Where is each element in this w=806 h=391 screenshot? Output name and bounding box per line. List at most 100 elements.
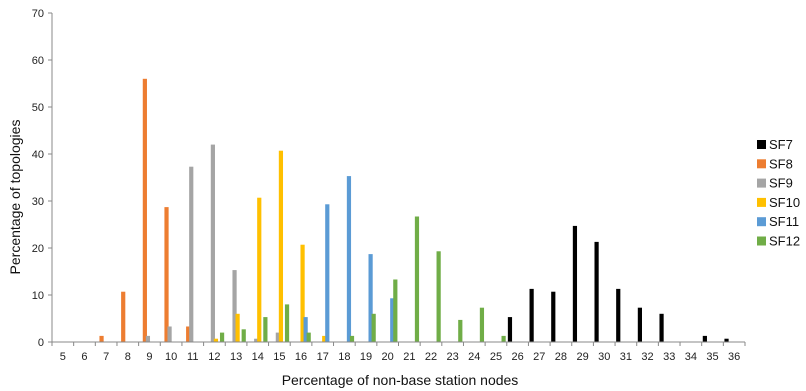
bar-sf8-8: [121, 291, 126, 342]
y-tick-label: 10: [32, 290, 44, 302]
bar-sf12-13: [241, 329, 246, 342]
bar-sf12-20: [393, 279, 398, 342]
bar-sf12-15: [284, 304, 290, 342]
bar-sf12-14: [263, 317, 268, 342]
legend-label-sf11: SF11: [769, 214, 799, 229]
x-tick-label: 18: [338, 351, 350, 363]
legend-label-sf9: SF9: [769, 176, 793, 191]
bar-sf9-10: [167, 326, 172, 342]
bar-sf11-19: [368, 254, 373, 342]
legend-swatch-sf12: [757, 236, 766, 246]
bar-sf8-11: [186, 326, 191, 342]
legend-label-sf12: SF12: [769, 234, 800, 249]
x-tick-label: 30: [598, 351, 610, 363]
bar-sf10-15: [278, 150, 284, 342]
bar-sf9-12: [210, 144, 215, 342]
x-tick-label: 32: [641, 351, 653, 363]
bar-sf10-17: [322, 335, 327, 342]
bar-sf8-10: [164, 207, 169, 342]
y-tick-label: 0: [38, 337, 44, 349]
legend: SF7 SF8 SF9 SF10 SF11 SF12: [757, 137, 800, 249]
legend-swatch-sf9: [757, 178, 766, 188]
x-tick-label: 6: [81, 351, 87, 363]
bar-sf12-12: [219, 332, 225, 342]
x-tick-label: 22: [425, 351, 437, 363]
bar-sf11-20: [390, 298, 395, 342]
x-tick-label: 26: [511, 351, 523, 363]
bar-sf9-13: [232, 270, 237, 342]
bar-sf9-14: [254, 338, 259, 342]
bar-sf9-15: [275, 332, 280, 342]
bar-sf12-22: [436, 251, 441, 342]
y-tick-label: 50: [32, 102, 44, 114]
y-axis-title: Percentage of topologies: [7, 120, 23, 275]
x-tick-label: 19: [360, 351, 372, 363]
x-tick-label: 36: [728, 351, 740, 363]
x-tick-label: 35: [706, 351, 718, 363]
x-tick-label: 28: [555, 351, 567, 363]
x-tick-label: 24: [468, 351, 480, 363]
bar-sf10-13: [235, 313, 240, 342]
bar-sf12-18: [349, 335, 355, 342]
x-tick-label: 25: [490, 351, 502, 363]
x-tick-label: 15: [273, 351, 285, 363]
bar-sf7-28: [551, 291, 556, 342]
y-tick-label: 30: [32, 196, 44, 208]
x-tick-label: 20: [382, 351, 394, 363]
x-tick-label: 12: [208, 351, 220, 363]
x-tick-label: 7: [103, 351, 109, 363]
bar-sf8-7: [99, 335, 104, 342]
x-tick-label: 14: [252, 351, 264, 363]
x-tick-label: 11: [187, 351, 198, 363]
x-tick-label: 33: [663, 351, 675, 363]
bar-sf7-27: [529, 288, 534, 342]
bar-sf12-16: [306, 332, 311, 342]
x-tick-label: 34: [685, 351, 697, 363]
bar-sf12-25: [501, 335, 506, 342]
y-tick-label: 20: [32, 243, 44, 255]
bar-sf10-16: [300, 244, 305, 342]
x-tick-label: 16: [295, 351, 307, 363]
bar-sf7-29: [572, 225, 578, 342]
x-tick-label: 5: [60, 351, 66, 363]
legend-swatch-sf11: [757, 217, 766, 227]
legend-label-sf10: SF10: [769, 195, 800, 210]
bar-sf12-24: [479, 307, 485, 342]
bar-sf12-23: [458, 319, 463, 342]
legend-swatch-sf10: [757, 197, 766, 207]
bar-sf9-9: [145, 335, 151, 342]
bar-sf12-21: [414, 216, 420, 342]
x-tick-label: 21: [403, 351, 415, 363]
y-axis-ticks: 0 10 20 30 40 50 60 70: [32, 8, 52, 349]
x-axis-ticks: 5 6 7 8 9 10 11 12 13 14 15 16 17 18 19 20 21 22 23 24 25 26 2…: [51, 342, 746, 363]
x-tick-label: 10: [165, 351, 177, 363]
bar-sf7-30: [594, 241, 599, 342]
bar-sf7-26: [507, 317, 513, 342]
y-tick-label: 60: [32, 55, 44, 67]
x-tick-label: 23: [447, 351, 459, 363]
bar-sf7-36: [724, 338, 729, 342]
x-tick-label: 9: [146, 351, 152, 363]
legend-swatch-sf8: [757, 159, 766, 169]
bar-sf12-19: [371, 313, 376, 342]
bar-sf10-12: [213, 338, 219, 342]
bar-sf7-33: [659, 313, 664, 342]
bar-sf11-16: [303, 317, 308, 342]
x-tick-label: 27: [533, 351, 545, 363]
x-tick-label: 17: [317, 351, 329, 363]
x-tick-label: 13: [230, 351, 242, 363]
x-axis-title: Percentage of non-base station nodes: [282, 372, 519, 388]
bar-sf11-17: [325, 204, 330, 342]
x-tick-label: 8: [125, 351, 131, 363]
y-tick-label: 70: [32, 8, 44, 20]
bar-sf7-32: [637, 307, 642, 342]
bar-sf7-35: [702, 335, 707, 342]
bar-sf8-9: [142, 78, 147, 343]
legend-label-sf8: SF8: [769, 156, 793, 171]
y-tick-label: 40: [32, 149, 44, 161]
bars: [99, 78, 729, 343]
legend-swatch-sf7: [757, 140, 766, 149]
x-tick-label: 29: [576, 351, 588, 363]
bar-sf11-18: [346, 176, 352, 342]
